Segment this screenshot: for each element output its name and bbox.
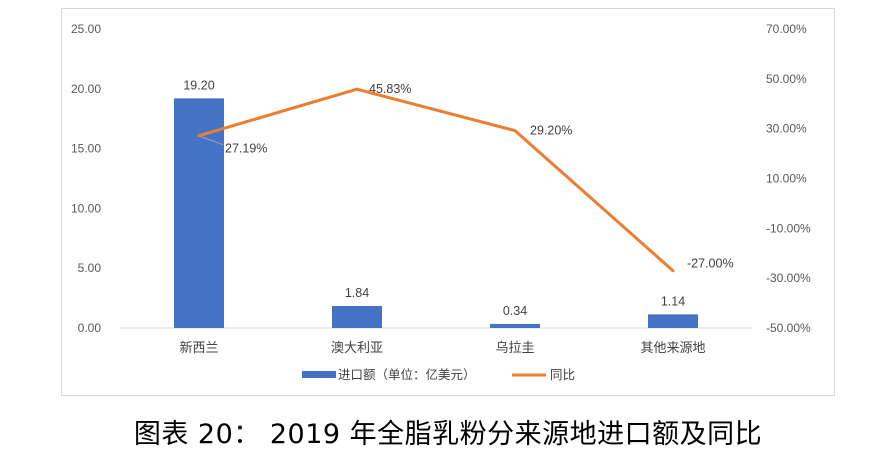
bar [332, 305, 382, 328]
bar-data-label: 1.84 [345, 286, 369, 300]
line-point [355, 87, 359, 91]
y-left-tick-label: 25.00 [71, 22, 101, 36]
data-label-leader [200, 136, 224, 146]
legend-swatch-bar [302, 371, 336, 378]
line-point [513, 129, 517, 133]
x-category-label: 乌拉圭 [495, 340, 534, 356]
figure-caption: 图表 20： 2019 年全脂乳粉分来源地进口额及同比 [133, 419, 763, 450]
x-category-label: 澳大利亚 [331, 340, 383, 356]
y-right-tick-label: -50.00% [766, 321, 811, 335]
x-category-label: 其他来源地 [640, 341, 705, 356]
bar-data-label: 0.34 [503, 304, 527, 318]
y-left-tick-label: 20.00 [71, 82, 101, 96]
y-left-tick-label: 0.00 [78, 321, 102, 335]
legend-label: 同比 [550, 367, 575, 382]
y-right-tick-label: 50.00% [766, 72, 807, 86]
y-right-tick-label: -30.00% [766, 271, 811, 285]
bar [648, 314, 698, 328]
bar [490, 323, 540, 328]
y-right-tick-label: 30.00% [766, 122, 807, 136]
y-right-tick-label: -10.00% [766, 221, 811, 235]
y-left-tick-label: 10.00 [71, 201, 101, 215]
x-category-label: 新西兰 [179, 340, 218, 356]
line-data-label: 29.20% [530, 124, 572, 138]
y-right-tick-label: 70.00% [766, 22, 807, 36]
y-right-tick-label: 10.00% [766, 172, 807, 186]
line-data-label: 27.19% [225, 142, 267, 156]
bar-data-label: 1.14 [661, 294, 685, 308]
line-point [671, 269, 675, 273]
bar [174, 98, 224, 328]
line-data-label: 45.83% [369, 82, 411, 96]
series-line [198, 87, 674, 272]
bar-data-label: 19.20 [183, 78, 214, 92]
y-left-tick-label: 5.00 [78, 261, 102, 275]
chart: 0.00 5.00 10.00 15.00 20.00 25.00 -50.00% -30.0… [71, 22, 811, 382]
line-data-label: -27.00% [687, 257, 734, 271]
y-left-tick-label: 15.00 [71, 142, 101, 156]
legend-label: 进口额（单位：亿美元） [338, 367, 476, 382]
line-point [197, 134, 201, 138]
